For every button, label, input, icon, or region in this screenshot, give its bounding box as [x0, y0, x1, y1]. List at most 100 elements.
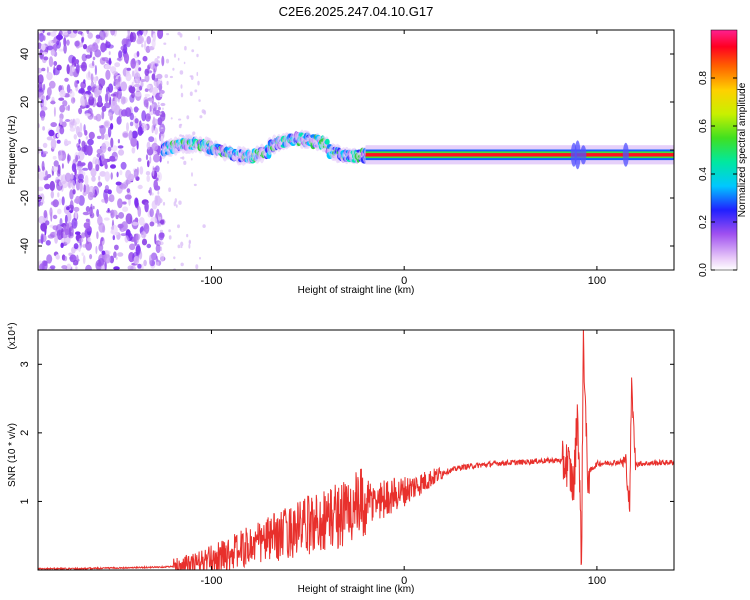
spectrogram-noise-cell	[110, 230, 114, 234]
spectrogram-noise-cell	[90, 168, 97, 177]
spectrogram-noise-cell	[53, 67, 60, 76]
spectrogram-noise-cell	[154, 127, 158, 135]
spectrogram-noise-cell	[59, 117, 63, 126]
spectrogram-noise-cell	[61, 265, 68, 270]
spectrogram-noise-cell	[44, 183, 51, 190]
spectrogram-noise-cell	[42, 30, 45, 34]
spectrogram-noise-cell	[154, 109, 161, 116]
spectrogram-noise-cell	[54, 234, 58, 244]
spectrogram-marks	[38, 30, 674, 270]
spectrogram-noise-cell	[143, 99, 149, 108]
spectrogram-noise-cell	[114, 97, 118, 103]
spectrogram-noise-cell	[107, 208, 110, 212]
spectrogram-noise-cell	[146, 36, 151, 45]
spectrogram-noise-cell	[117, 252, 124, 257]
spectrogram-noise-cell	[156, 73, 163, 80]
spectrogram-noise-cell	[166, 80, 169, 86]
spectrogram-noise-cell	[65, 119, 71, 122]
spectrogram-noise-cell	[104, 163, 108, 170]
spectrogram-noise-cell	[85, 54, 92, 59]
spectrogram-noise-cell	[82, 255, 86, 265]
spectrogram-noise-cell	[49, 80, 56, 89]
spectrogram-noise-cell	[123, 39, 129, 46]
spectrogram-noise-cell	[122, 206, 129, 212]
spectrogram-noise-cell	[194, 89, 198, 93]
spectrogram-noise-cell	[72, 65, 75, 73]
spectrogram-noise-cell	[87, 44, 95, 52]
spectrogram-noise-cell	[153, 77, 159, 82]
spectrogram-noise-cell	[98, 78, 106, 87]
spectrogram-noise-cell	[142, 55, 148, 62]
snr-y-axis-title: SNR (10 * v/v)	[7, 423, 18, 487]
spectrogram-noise-cell	[146, 141, 151, 150]
spectrogram-noise-cell	[85, 136, 89, 140]
spectrogram-noise-cell	[157, 117, 163, 126]
spectrogram-noise-cell	[177, 57, 180, 61]
spectrogram-noise-cell	[196, 53, 199, 58]
colorbar-tick-label: 0.8	[698, 71, 709, 85]
spectrogram-noise-cell	[84, 113, 91, 117]
spectrogram-noise-cell	[52, 214, 58, 220]
spectrogram-noise-cell	[46, 254, 53, 264]
spectrogram-noise-cell	[60, 242, 64, 248]
spectrogram-noise-cell	[116, 171, 119, 178]
spectrogram-noise-cell	[178, 118, 182, 121]
spectrogram-noise-cell	[133, 255, 140, 265]
spectrogram-noise-cell	[117, 198, 123, 209]
spectrogram-x-tick-label: -100	[200, 275, 222, 287]
spectrogram-noise-cell	[120, 96, 126, 105]
spectrogram-noise-cell	[149, 208, 154, 218]
spectrogram-noise-cell	[72, 262, 78, 266]
spectrogram-noise-cell	[81, 61, 87, 72]
spectrogram-noise-cell	[107, 189, 112, 195]
spectrogram-noise-cell	[168, 229, 171, 233]
spectrogram-noise-cell	[104, 185, 109, 191]
spectrogram-noise-cell	[153, 153, 160, 163]
carrier-disturbance	[580, 145, 587, 165]
spectrogram-noise-cell	[129, 243, 136, 251]
spectrogram-noise-cell	[112, 235, 116, 241]
spectrogram-noise-cell	[114, 231, 119, 236]
spectrogram-noise-cell	[67, 153, 70, 164]
spectrogram-noise-cell	[167, 160, 169, 164]
spectrogram-noise-cell	[184, 45, 187, 51]
spectrogram-noise-cell	[89, 254, 93, 260]
spectrogram-noise-cell	[155, 244, 161, 254]
spectrogram-noise-cell	[53, 106, 56, 117]
spectrogram-noise-cell	[78, 138, 81, 145]
spectrogram-noise-cell	[61, 163, 64, 169]
spectrogram-noise-cell	[72, 30, 78, 34]
spectrogram-noise-cell	[78, 195, 85, 206]
spectrogram-noise-cell	[43, 210, 48, 219]
spectrogram-noise-cell	[83, 184, 86, 193]
spectrogram-noise-cell	[74, 80, 78, 88]
spectrogram-noise-cell	[95, 113, 102, 122]
spectrogram-noise-cell	[40, 106, 48, 111]
spectrogram-noise-cell	[68, 54, 75, 64]
spectrogram-noise-cell	[98, 243, 104, 252]
spectrogram-noise-cell	[135, 59, 139, 68]
spectrogram-noise-cell	[108, 51, 111, 56]
spectrogram-y-tick-label: -20	[19, 190, 31, 206]
spectrogram-noise-cell	[40, 43, 46, 51]
spectrogram-noise-cell	[107, 112, 113, 117]
spectrogram-noise-cell	[95, 164, 100, 172]
spectrogram-noise-cell	[164, 74, 169, 79]
spectrogram-noise-cell	[120, 161, 127, 170]
spectrogram-noise-cell	[59, 89, 66, 98]
spectrogram-noise-cell	[114, 244, 119, 251]
spectrogram-noise-cell	[146, 84, 151, 90]
spectrogram-noise-cell	[134, 91, 142, 97]
spectrogram-noise-cell	[143, 259, 147, 267]
spectrogram-noise-cell	[104, 194, 109, 204]
spectrogram-noise-cell	[120, 81, 128, 92]
spectrogram-noise-cell	[97, 95, 103, 106]
spectrogram-noise-cell	[158, 216, 162, 221]
spectrogram-noise-cell	[56, 34, 63, 41]
spectrogram-noise-cell	[145, 171, 151, 176]
spectrogram-noise-cell	[65, 106, 70, 111]
spectrogram-noise-cell	[51, 166, 59, 172]
snr-x-tick-label: -100	[200, 575, 222, 587]
spectrogram-noise-cell	[168, 235, 172, 240]
spectrogram-noise-cell	[81, 232, 86, 239]
